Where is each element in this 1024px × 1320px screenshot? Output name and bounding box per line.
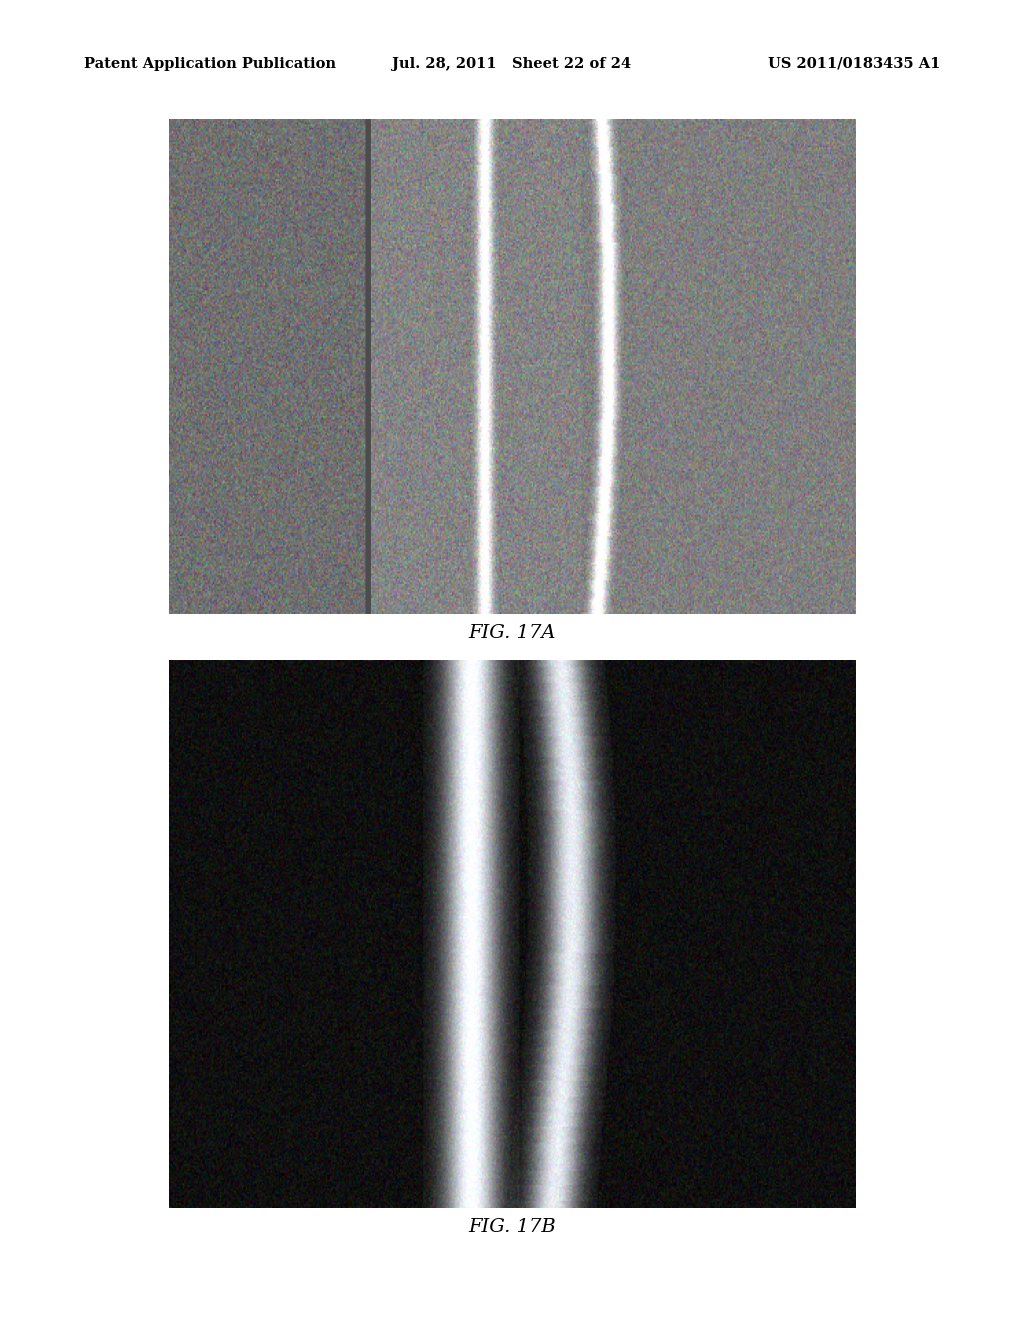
Text: Patent Application Publication: Patent Application Publication — [84, 57, 336, 71]
Text: Jul. 28, 2011   Sheet 22 of 24: Jul. 28, 2011 Sheet 22 of 24 — [392, 57, 632, 71]
Text: FIG. 17A: FIG. 17A — [468, 624, 556, 643]
Text: US 2011/0183435 A1: US 2011/0183435 A1 — [768, 57, 940, 71]
Text: FIG. 17B: FIG. 17B — [468, 1218, 556, 1237]
